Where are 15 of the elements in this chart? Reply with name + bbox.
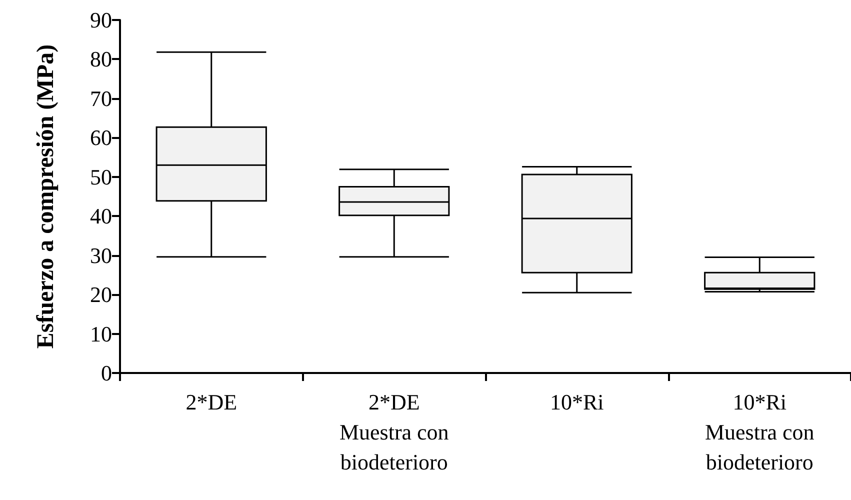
x-tick-label: 10*Ri Muestra con biodeterioro bbox=[704, 390, 814, 474]
x-tick-label: 2*DE bbox=[186, 390, 238, 414]
y-tick-label: 50 bbox=[90, 164, 112, 190]
y-tick-label: 60 bbox=[90, 125, 112, 150]
y-tick-label: 0 bbox=[101, 360, 112, 386]
y-tick-label: 80 bbox=[90, 46, 112, 72]
y-tick-label: 20 bbox=[90, 282, 112, 308]
y-tick-label: 70 bbox=[90, 86, 112, 111]
y-axis-title: Esfuerzo a compresión (MPa) bbox=[33, 44, 59, 349]
x-tick-label: 10*Ri bbox=[550, 390, 604, 414]
y-tick-label: 90 bbox=[90, 8, 112, 32]
y-tick-label: 10 bbox=[90, 321, 112, 346]
x-tick-label: 2*DE Muestra con biodeterioro bbox=[339, 390, 449, 474]
y-tick-label: 30 bbox=[90, 242, 112, 268]
y-tick-label: 40 bbox=[90, 204, 112, 229]
